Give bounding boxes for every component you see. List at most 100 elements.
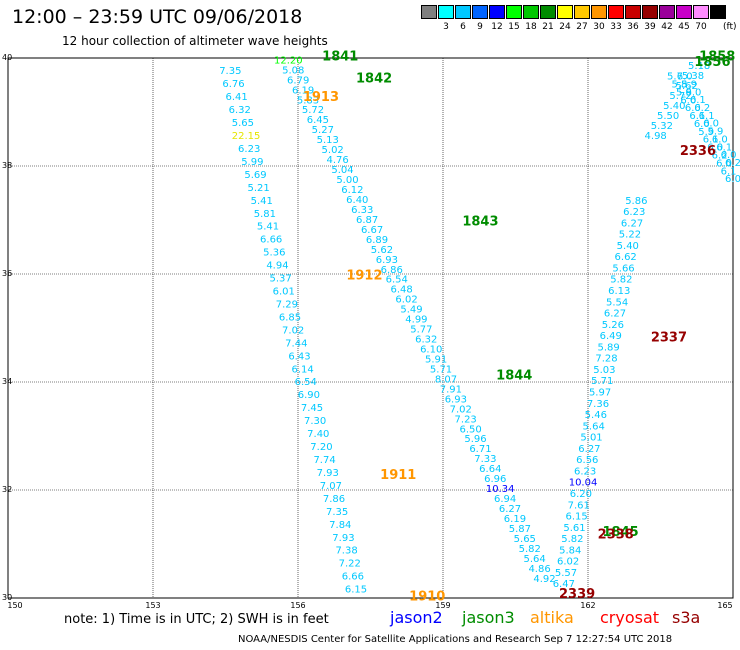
wave-height-value: 7.91 [440,384,462,395]
satellite-name: jason3 [462,608,515,627]
legend-label: 18 [525,22,537,32]
wave-height-value: 4.86 [528,564,550,575]
legend-swatch [608,5,624,19]
legend-swatch [438,5,454,19]
wave-height-value: 6.0 [677,72,693,83]
legend-label: 42 [661,22,673,32]
wave-height-value: 5.18 [688,61,710,72]
wave-height-value: 5.97 [589,388,611,399]
pass-time-label: 1912 [346,268,382,283]
wave-height-value: 5.32 [651,121,673,132]
wave-height-value: 6.0 [685,103,701,114]
wave-height-value: 5.84 [559,545,581,556]
wave-height-value: 5.36 [263,248,285,259]
wave-height-value: 5.99 [241,157,263,168]
wave-height-value: 6.23 [574,466,596,477]
lat-tick-label: 36 [2,269,13,278]
wave-height-value: 12.20 [274,55,303,66]
wave-height-value: 5.71 [591,376,613,387]
legend-label: 3 [443,22,449,32]
wave-height-value: 6.02 [557,557,579,568]
wave-height-value: 5.57 [555,568,577,579]
legend-swatch [591,5,607,19]
pass-time-label: 1842 [356,71,392,86]
legend-swatch [710,5,726,19]
wave-height-value: 6.45 [307,115,329,126]
wave-height-value: 4.99 [405,315,427,326]
satellite-name: altika [530,608,574,627]
legend-label: 30 [593,22,605,32]
wave-height-value: 6.14 [291,364,313,375]
wave-height-value: 6.66 [260,235,282,246]
wave-height-value: 6.85 [279,312,301,323]
wave-height-value: 6.93 [445,394,467,405]
legend-swatch [489,5,505,19]
wave-height-value: 6.0 [707,143,723,154]
wave-height-value: 6.50 [459,424,481,435]
legend-label: 12 [491,22,503,32]
wave-height-value: 5.9 [676,87,692,98]
wave-height-value: 5.69 [244,170,266,181]
satellite-tracks: 7.35 6.76 6.41 6.32 5.65 22.15 6.23 5.99 5.69 5.2… [219,55,740,595]
wave-height-value: 6.1 [690,95,706,106]
wave-height-value: 7.35 [326,507,348,518]
wave-height-value: 6.19 [504,514,526,525]
wave-height-value: 7.61 [568,500,590,511]
legend-swatch [625,5,641,19]
map-frame [7,57,734,599]
legend-label: 15 [508,22,520,32]
legend-label: 45 [678,22,690,32]
footer-note: note: 1) Time is in UTC; 2) SWH is in fe… [64,612,329,627]
lat-tick-label: 38 [2,161,13,170]
wave-height-value: 6.43 [288,351,310,362]
wave-height-value: 5.65 [232,118,254,129]
wave-height-value: 5.83 [297,95,319,106]
wave-height-value: 6.40 [346,195,368,206]
pass-time-label: 1841 [322,50,358,65]
wave-height-value: 6.19 [292,85,314,96]
wave-height-value: 5.41 [257,222,279,233]
wave-height-value: 5.7 [667,72,683,83]
wave-height-value: 4.92 [533,574,555,585]
wave-height-value: 7.07 [320,481,342,492]
wave-height-value: 6.15 [565,512,587,523]
wave-height-value: 7.45 [301,403,323,414]
legend-swatch [693,5,709,19]
wave-height-value: 6.1 [689,111,705,122]
credit-line: NOAA/NESDIS Center for Satellite Applica… [238,634,673,645]
wave-height-value: 6.54 [386,275,408,286]
wave-height-value: 5.82 [610,275,632,286]
wave-height-value: 5.71 [430,364,452,375]
wave-height-value: 5.40 [663,101,685,112]
wave-height-value: 5.40 [617,241,639,252]
wave-height-value: 5.13 [317,135,339,146]
wave-height-value: 7.74 [313,455,335,466]
wave-height-value: 6.89 [366,235,388,246]
wave-height-value: 5.86 [625,196,647,207]
wave-height-value: 6.32 [415,335,437,346]
legend-label: 39 [644,22,656,32]
wave-height-value: 6.23 [623,207,645,218]
wave-height-value: 6.79 [287,75,309,86]
lat-tick-label: 30 [2,593,13,602]
wave-height-value: 6.27 [578,444,600,455]
wave-height-value: 5.00 [336,175,358,186]
wave-height-value: 10.04 [569,478,598,489]
lon-tick-label: 162 [580,601,596,610]
wave-height-value: 6.76 [222,79,244,90]
wave-height-value: 7.93 [332,533,354,544]
wave-height-value: 4.94 [266,261,288,272]
wave-height-value: 6.02 [395,295,417,306]
wave-height-value: 6.27 [621,218,643,229]
wave-height-value: 7.38 [335,546,357,557]
wave-height-value: 6.41 [225,92,247,103]
wave-height-value: 5.37 [269,274,291,285]
wave-height-value: 6.56 [576,455,598,466]
legend-label: 27 [576,22,588,32]
wave-height-value: 7.86 [323,494,345,505]
wave-height-value: 6.1 [699,111,715,122]
wave-height-value: 5.82 [561,534,583,545]
wave-height-value: 5.54 [606,297,628,308]
